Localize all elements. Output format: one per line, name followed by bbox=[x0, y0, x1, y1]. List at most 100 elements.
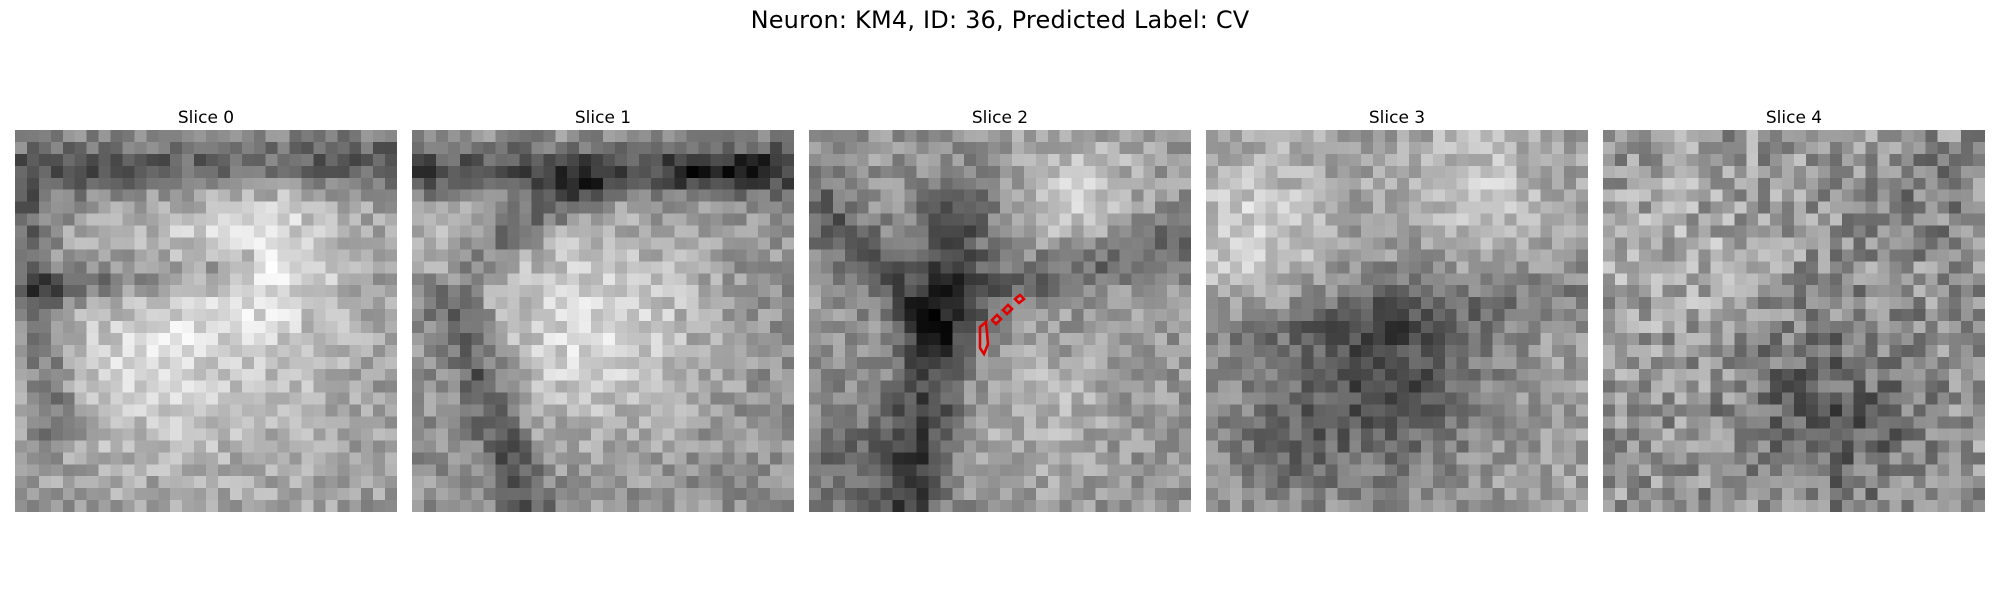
pixel bbox=[1603, 344, 1616, 358]
pixel bbox=[1674, 201, 1688, 215]
pixel bbox=[603, 285, 616, 298]
pixel bbox=[483, 476, 497, 489]
pixel bbox=[471, 428, 485, 441]
pixel bbox=[1722, 189, 1735, 203]
pixel bbox=[206, 201, 219, 215]
pixel bbox=[1000, 177, 1013, 191]
pixel bbox=[1432, 297, 1446, 310]
pixel bbox=[1901, 130, 1914, 143]
pixel bbox=[1023, 452, 1037, 465]
pixel bbox=[122, 225, 135, 239]
pixel bbox=[892, 130, 906, 143]
pixel bbox=[1432, 177, 1446, 191]
pixel bbox=[1131, 285, 1144, 298]
pixel bbox=[325, 416, 338, 430]
pixel bbox=[1206, 165, 1219, 179]
pixel bbox=[170, 165, 183, 179]
pixel bbox=[412, 249, 425, 262]
pixel bbox=[952, 261, 965, 274]
pixel bbox=[626, 153, 640, 167]
pixel bbox=[301, 464, 315, 477]
pixel bbox=[1710, 285, 1723, 298]
pixel bbox=[1095, 356, 1109, 370]
pixel bbox=[495, 452, 509, 465]
pixel bbox=[1540, 404, 1553, 418]
pixel bbox=[1794, 225, 1807, 239]
pixel bbox=[1301, 500, 1315, 512]
pixel bbox=[277, 488, 291, 501]
pixel bbox=[1217, 141, 1231, 155]
pixel bbox=[15, 488, 28, 501]
pixel bbox=[1576, 225, 1588, 239]
pixel bbox=[1432, 476, 1446, 489]
pixel bbox=[710, 356, 723, 370]
pixel bbox=[1564, 452, 1577, 465]
pixel bbox=[1516, 321, 1529, 334]
pixel bbox=[435, 332, 449, 346]
pixel bbox=[459, 332, 473, 346]
pixel bbox=[507, 440, 521, 453]
pixel bbox=[1277, 225, 1291, 239]
pixel bbox=[1265, 189, 1279, 203]
pixel bbox=[1432, 428, 1446, 441]
pixel bbox=[1143, 130, 1156, 143]
pixel bbox=[483, 177, 497, 191]
pixel bbox=[38, 237, 52, 250]
pixel bbox=[531, 130, 544, 143]
pixel bbox=[674, 153, 688, 167]
pixel bbox=[1277, 368, 1291, 382]
pixel bbox=[988, 404, 1001, 418]
pixel bbox=[916, 201, 929, 215]
pixel bbox=[591, 225, 604, 239]
pixel bbox=[758, 249, 771, 262]
pixel bbox=[1035, 368, 1049, 382]
pixel bbox=[1000, 225, 1013, 239]
pixel bbox=[1325, 428, 1338, 441]
pixel bbox=[1289, 404, 1303, 418]
pixel bbox=[916, 141, 929, 155]
pixel bbox=[1047, 201, 1061, 215]
pixel bbox=[880, 201, 894, 215]
pixel bbox=[1480, 500, 1494, 512]
pixel bbox=[459, 261, 473, 274]
pixel bbox=[1782, 309, 1795, 322]
pixel bbox=[1540, 189, 1553, 203]
pixel bbox=[928, 380, 941, 394]
pixel bbox=[1229, 189, 1243, 203]
pixel bbox=[1000, 428, 1013, 441]
pixel bbox=[361, 189, 374, 203]
pixel bbox=[158, 249, 171, 262]
pixel bbox=[86, 285, 100, 298]
pixel bbox=[1480, 273, 1494, 286]
pixel bbox=[349, 332, 362, 346]
pixel bbox=[1289, 476, 1303, 489]
pixel bbox=[1638, 249, 1652, 262]
pixel bbox=[1385, 488, 1398, 501]
pixel bbox=[1373, 273, 1386, 286]
pixel bbox=[1794, 344, 1807, 358]
pixel bbox=[1853, 189, 1867, 203]
pixel bbox=[1107, 189, 1120, 203]
pixel bbox=[74, 285, 88, 298]
pixel bbox=[1829, 392, 1843, 406]
pixel bbox=[1119, 428, 1132, 441]
pixel bbox=[1408, 428, 1422, 441]
pixel bbox=[385, 392, 397, 406]
pixel bbox=[626, 344, 640, 358]
pixel bbox=[1516, 452, 1529, 465]
pixel bbox=[1241, 380, 1255, 394]
pixel bbox=[15, 141, 28, 155]
pixel bbox=[1722, 249, 1735, 262]
pixel bbox=[15, 428, 28, 441]
pixel bbox=[1420, 404, 1434, 418]
pixel bbox=[1397, 130, 1410, 143]
pixel bbox=[361, 297, 374, 310]
pixel bbox=[1456, 356, 1470, 370]
pixel bbox=[567, 344, 580, 358]
pixel bbox=[122, 380, 135, 394]
pixel bbox=[964, 356, 977, 370]
pixel bbox=[1758, 297, 1771, 310]
pixel bbox=[543, 392, 556, 406]
pixel bbox=[1059, 201, 1073, 215]
pixel bbox=[892, 476, 906, 489]
